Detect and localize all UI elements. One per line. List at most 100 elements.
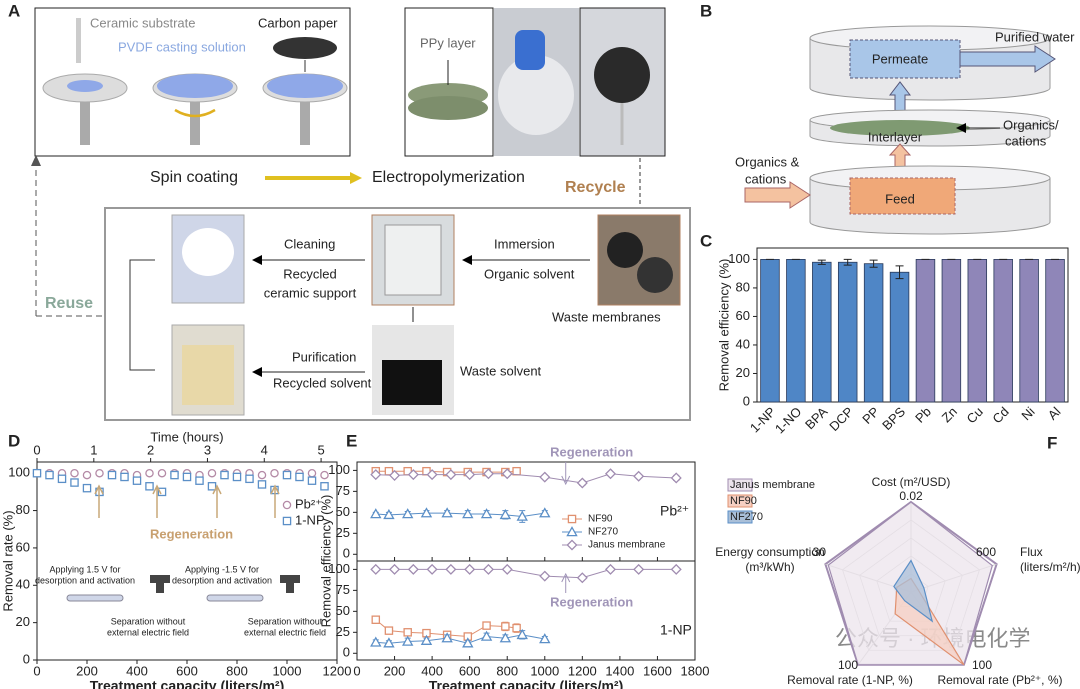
marker	[420, 634, 433, 645]
marker	[195, 476, 204, 485]
annotation: Applying -1.5 V for	[185, 564, 259, 574]
annotation: desorption and activation	[35, 575, 135, 585]
label: Permeate	[872, 51, 928, 66]
marker	[566, 526, 578, 537]
label: Recycled	[283, 266, 336, 281]
bar	[915, 259, 936, 403]
marker	[82, 483, 92, 493]
marker	[462, 637, 474, 648]
marker	[245, 474, 254, 484]
x-tick-label: Pb	[912, 404, 934, 426]
marker	[445, 469, 457, 481]
marker	[633, 563, 645, 575]
x-tick-label: DCP	[826, 404, 856, 434]
legend-swatch	[727, 494, 753, 508]
marker	[566, 539, 578, 551]
annotation: Separation without	[111, 616, 186, 626]
y-tick-label: 75	[336, 483, 350, 498]
axis-label: Treatment capacity (liters/m²)	[429, 678, 624, 689]
arrow	[212, 484, 222, 518]
marker	[307, 468, 317, 478]
x2-tick-label: 2	[147, 442, 154, 457]
marker	[464, 563, 476, 575]
device	[66, 594, 124, 602]
legend-label: NF90	[588, 514, 613, 525]
y-tick-label: 0	[343, 546, 350, 561]
marker	[633, 470, 645, 482]
x-tick-label: 1000	[273, 663, 302, 678]
marker	[512, 466, 521, 476]
axis-label: Energy consumption	[715, 545, 824, 559]
marker	[407, 469, 419, 481]
marker	[567, 514, 577, 524]
marker	[370, 636, 382, 647]
y-tick-label: 80	[736, 279, 750, 294]
label: Waste solvent	[460, 363, 542, 378]
x-tick-label: 400	[421, 663, 443, 678]
marker	[604, 563, 617, 575]
axis-label: (m³/kWh)	[745, 560, 794, 574]
x-tick-label: 200	[384, 663, 406, 678]
label: Ceramic substrate	[90, 15, 195, 30]
panel-label: F	[1047, 433, 1057, 452]
marker	[257, 470, 267, 480]
error-bar	[895, 265, 904, 280]
marker	[480, 630, 493, 641]
x-tick-label: 1000	[530, 663, 559, 678]
series-line	[375, 473, 677, 484]
x-tick-label: 0	[353, 663, 360, 678]
plot-frame	[756, 247, 1069, 403]
marker	[45, 470, 54, 480]
annotation: desorption and activation	[172, 575, 272, 585]
marker	[232, 472, 242, 482]
label: Feed	[885, 191, 915, 206]
label: cations	[745, 171, 787, 186]
marker	[270, 468, 279, 478]
marker	[499, 632, 512, 643]
annotation: external electric field	[244, 627, 326, 637]
marker	[604, 468, 617, 480]
frame	[34, 7, 351, 157]
legend-label: Janus membrane	[730, 479, 815, 491]
plot-frame	[356, 560, 696, 661]
x2-tick-label: 0	[33, 442, 40, 457]
x-tick-label: 600	[176, 663, 198, 678]
marker	[320, 482, 329, 491]
marker	[516, 510, 528, 521]
error-bar	[869, 259, 878, 268]
axis-max: 0.02	[899, 489, 923, 503]
marker	[482, 468, 494, 480]
faucet	[280, 575, 300, 593]
marker	[445, 563, 457, 575]
marker	[512, 623, 521, 633]
marker	[370, 508, 382, 519]
x-tick-label: 400	[126, 663, 148, 678]
y-tick-label: 25	[336, 525, 350, 540]
legend-label: 1-NP	[295, 512, 325, 527]
x-tick-label: 800	[496, 663, 518, 678]
x-tick-label: 800	[226, 663, 248, 678]
error-bar	[843, 258, 852, 266]
marker	[501, 563, 513, 575]
marker	[384, 626, 394, 635]
label: cations	[1005, 133, 1047, 148]
x2-tick-label: 3	[204, 442, 211, 457]
x-tick-label: BPS	[879, 404, 908, 433]
marker	[670, 472, 682, 484]
device	[206, 594, 264, 602]
marker	[389, 563, 401, 575]
marker	[407, 563, 419, 575]
x-tick-label: BPA	[802, 404, 831, 433]
marker	[295, 472, 304, 482]
label: Reuse	[45, 295, 93, 312]
x-tick-label: Zn	[939, 404, 960, 425]
legend-label: Janus membrane	[588, 540, 666, 551]
arrow	[94, 484, 104, 518]
marker	[157, 487, 167, 497]
error-bar	[817, 259, 826, 265]
x-tick-label: Cd	[989, 404, 1011, 426]
y-tick-label: 60	[16, 539, 30, 554]
y-tick-label: 50	[336, 603, 350, 618]
series-line	[375, 634, 545, 644]
legend-label: NF270	[588, 527, 618, 538]
